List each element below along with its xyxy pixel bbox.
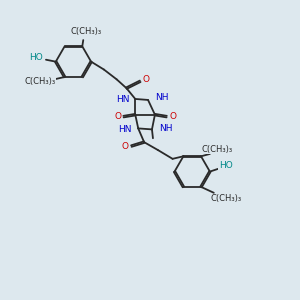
Text: O: O [169, 112, 176, 121]
Text: NH: NH [155, 94, 168, 103]
Text: HO: HO [219, 161, 232, 170]
Text: NH: NH [159, 124, 172, 133]
Text: O: O [122, 142, 129, 151]
Text: O: O [142, 75, 150, 84]
Text: C(CH₃)₃: C(CH₃)₃ [201, 145, 232, 154]
Text: C(CH₃)₃: C(CH₃)₃ [210, 194, 241, 203]
Text: HN: HN [118, 125, 131, 134]
Text: O: O [114, 112, 121, 121]
Text: C(CH₃)₃: C(CH₃)₃ [25, 77, 56, 86]
Text: HO: HO [29, 53, 43, 62]
Text: C(CH₃)₃: C(CH₃)₃ [70, 27, 102, 36]
Text: HN: HN [116, 95, 129, 104]
